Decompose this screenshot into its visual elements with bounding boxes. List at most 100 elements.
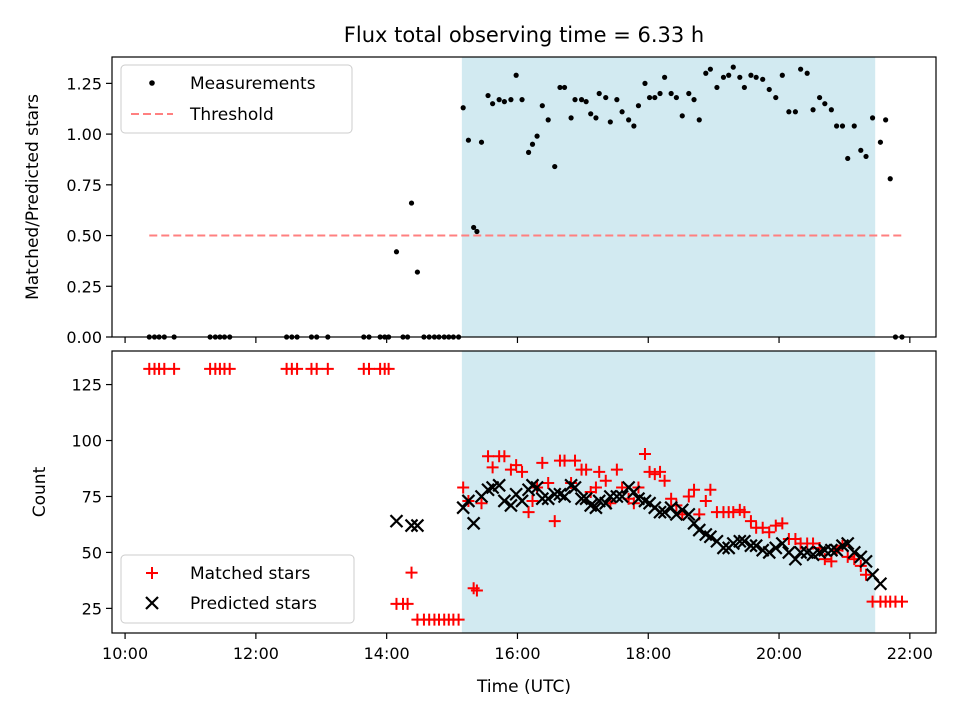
- matched-star-point: [895, 595, 908, 608]
- predicted-star-point: [762, 545, 777, 560]
- predicted-star-point: [564, 478, 578, 493]
- measurement-point: [603, 94, 609, 101]
- matched-star-point: [769, 519, 782, 532]
- matched-star-point: [763, 526, 776, 539]
- measurement-point: [839, 123, 846, 129]
- predicted-star-point: [492, 478, 506, 493]
- measurement-point: [863, 153, 869, 160]
- matched-star-point: [510, 459, 523, 472]
- bottom-plot-frame: [111, 350, 937, 634]
- measurement-point: [501, 99, 507, 105]
- top-y-tick-label-3: 0.75: [66, 176, 102, 195]
- matched-star-point: [727, 506, 740, 519]
- predicted-star-point: [461, 494, 476, 508]
- matched-star-point: [860, 568, 873, 581]
- measurement-point: [545, 117, 551, 123]
- measurement-point: [828, 107, 834, 113]
- x-tick-label-6: 22:00: [887, 644, 933, 663]
- predicted-star-point: [692, 523, 707, 537]
- measurement-point: [460, 105, 466, 111]
- measurement-point: [465, 137, 472, 143]
- predicted-star-point: [541, 491, 555, 506]
- measurement-point: [720, 74, 727, 80]
- predicted-star-point: [615, 489, 629, 504]
- predicted-star-point: [547, 487, 562, 502]
- measurement-point: [393, 249, 400, 255]
- bottom-x-ticks: 10:00 12:00 14:00 16:00 18:00 20:00 22:00: [102, 633, 933, 663]
- legend-matched-marker: [146, 567, 158, 579]
- matched-star-point: [475, 497, 488, 510]
- matched-star-point: [599, 474, 612, 487]
- predicted-star-point: [675, 503, 690, 517]
- matched-star-point: [643, 465, 656, 478]
- measurement-point: [696, 117, 702, 123]
- measurement-point: [741, 84, 747, 91]
- predicted-star-point: [847, 545, 862, 560]
- predicted-star-point: [840, 536, 855, 551]
- bottom-y-axis-label: Count: [30, 466, 50, 517]
- predicted-star-point: [769, 541, 783, 555]
- matched-star-point: [498, 450, 511, 463]
- measurement-point: [816, 94, 823, 101]
- top-x-ticks: [124, 337, 911, 343]
- top-y-tick-label-5: 1.25: [66, 74, 102, 93]
- predicted-star-point: [568, 480, 582, 495]
- measurement-point: [737, 74, 743, 80]
- predicted-star-point: [404, 518, 419, 533]
- measurement-point: [748, 72, 754, 78]
- measurement-point: [792, 109, 798, 115]
- measurement-point: [588, 111, 594, 117]
- measurement-point: [626, 117, 632, 123]
- measurement-point: [519, 97, 525, 103]
- top-legend: Measurements Threshold: [120, 64, 353, 134]
- matched-star-point: [580, 463, 593, 476]
- measurement-point: [851, 123, 857, 129]
- legend-predicted-marker: [145, 596, 159, 610]
- bottom-legend-box: [120, 554, 355, 624]
- matched-star-point: [382, 362, 395, 375]
- measurement-point: [673, 94, 679, 101]
- top-y-ticks: 0.00 0.25 0.50 0.75 1.00 1.25: [66, 74, 112, 347]
- measurement-point: [631, 123, 637, 129]
- top-observing-window: [461, 57, 876, 337]
- predicted-star-point: [733, 534, 747, 549]
- predicted-star-point: [737, 534, 752, 549]
- measurement-point: [561, 84, 568, 91]
- measurement-point: [539, 103, 545, 109]
- measurement-point: [822, 101, 828, 107]
- legend-threshold-label: Threshold: [189, 105, 274, 125]
- measurement-point: [668, 90, 674, 97]
- matched-star-point: [401, 597, 414, 610]
- matched-star-point: [522, 506, 535, 519]
- measurement-point: [679, 113, 685, 119]
- measurement-point: [525, 149, 532, 155]
- predicted-star-point: [610, 489, 624, 504]
- matched-star-point: [682, 490, 695, 503]
- bottom-y-tick-label-0: 25: [82, 599, 102, 618]
- measurement-point: [730, 64, 736, 70]
- measurement-point: [478, 139, 485, 145]
- legend-predicted-label: Predicted stars: [190, 594, 317, 614]
- measurement-point: [804, 70, 810, 76]
- measurement-point: [583, 99, 589, 105]
- measurement-point: [552, 163, 558, 170]
- matched-star-point: [482, 450, 495, 463]
- matched-star-point: [688, 483, 701, 496]
- measurement-point: [773, 94, 779, 101]
- predicted-star-point: [859, 554, 873, 569]
- predicted-star-point: [873, 576, 888, 591]
- matched-star-point: [558, 454, 571, 467]
- measurement-point: [408, 200, 415, 206]
- predicted-star-point: [824, 543, 839, 557]
- matched-star-point: [704, 483, 717, 496]
- predicted-star-point: [682, 507, 696, 522]
- matched-star-point: [457, 481, 470, 494]
- count-points: [143, 362, 908, 626]
- matched-star-point: [470, 584, 483, 597]
- matched-star-point: [665, 492, 678, 505]
- legend-matched-label: Matched stars: [190, 564, 310, 584]
- matched-star-point: [825, 555, 838, 568]
- predicted-star-point: [504, 498, 518, 513]
- bottom-y-tick-label-2: 75: [82, 487, 102, 506]
